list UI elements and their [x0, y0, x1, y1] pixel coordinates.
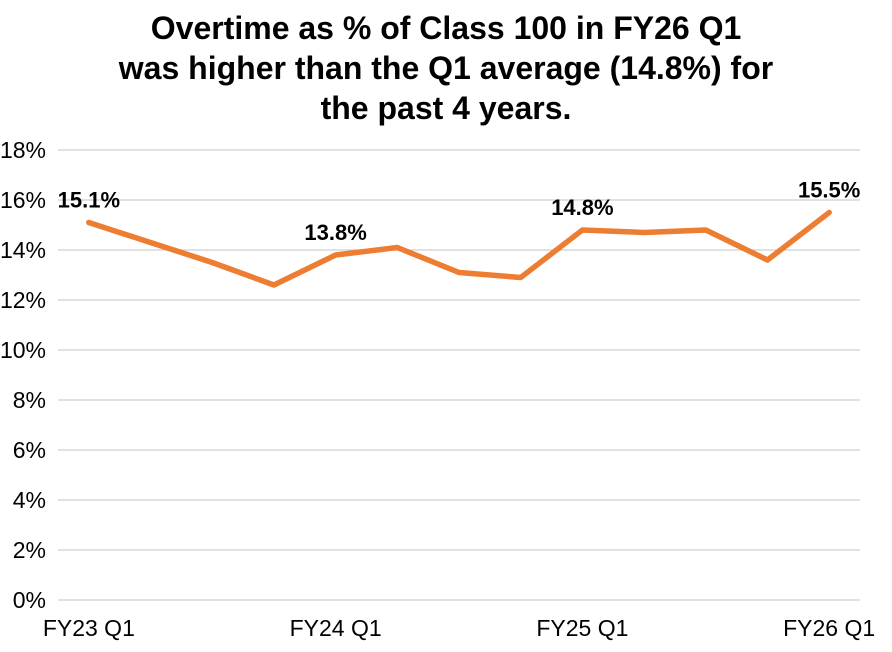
- data-point-label: 15.5%: [798, 178, 860, 203]
- data-point-label: 14.8%: [551, 195, 613, 220]
- x-axis-tick-label: FY25 Q1: [536, 615, 628, 641]
- y-axis-tick-label: 18%: [0, 140, 46, 163]
- y-axis-tick-label: 4%: [13, 487, 46, 513]
- x-axis-tick-label: FY24 Q1: [290, 615, 382, 641]
- y-axis-tick-label: 6%: [13, 437, 46, 463]
- y-axis-tick-label: 0%: [13, 587, 46, 613]
- y-axis-tick-label: 16%: [0, 187, 46, 213]
- x-axis-tick-label: FY26 Q1: [783, 615, 875, 641]
- y-axis-tick-label: 2%: [13, 537, 46, 563]
- y-axis-tick-label: 14%: [0, 237, 46, 263]
- chart-title: Overtime as % of Class 100 in FY26 Q1 wa…: [0, 8, 892, 128]
- line-chart-plot-area: 0% 2% 4% 6% 8% 10% 12% 14% 16% 18% FY23 Q1 FY24 Q1 F…: [0, 140, 875, 641]
- y-axis-tick-label: 10%: [0, 337, 46, 363]
- data-point-label: 13.8%: [304, 220, 366, 245]
- data-line-series: [86, 209, 832, 288]
- data-point-label: 15.1%: [58, 188, 120, 213]
- chart-title-line-3: the past 4 years.: [320, 90, 572, 126]
- y-axis-tick-label: 12%: [0, 287, 46, 313]
- chart-title-line-1: Overtime as % of Class 100 in FY26 Q1: [150, 10, 742, 46]
- chart-title-line-2: was higher than the Q1 average (14.8%) f…: [118, 50, 774, 86]
- y-axis-tick-label: 8%: [13, 387, 46, 413]
- x-axis-tick-label: FY23 Q1: [43, 615, 135, 641]
